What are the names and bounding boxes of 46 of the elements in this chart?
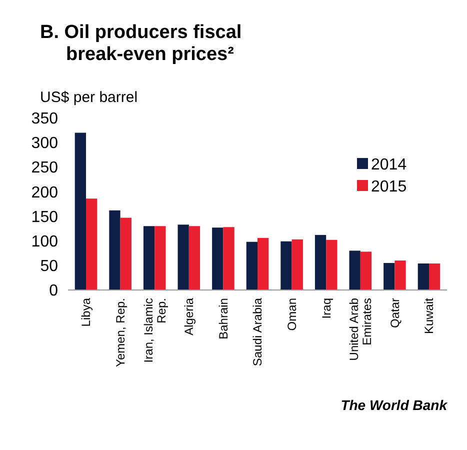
bar bbox=[223, 227, 234, 290]
x-tick-label: Kuwait bbox=[422, 297, 436, 334]
text: The World Bank bbox=[340, 397, 448, 413]
x-tick-label: Oman bbox=[285, 298, 299, 331]
x-tick-label: Iraq bbox=[319, 298, 334, 319]
y-tick-label: 150 bbox=[31, 208, 58, 226]
bar bbox=[154, 226, 166, 290]
bar bbox=[212, 228, 224, 290]
x-tick-label: Yemen, Rep. bbox=[114, 298, 128, 367]
x-tick-label: Qatar bbox=[388, 298, 402, 328]
x-tick-label: Algeria bbox=[182, 298, 196, 336]
y-tick-label: 50 bbox=[40, 258, 58, 276]
bar bbox=[188, 226, 200, 290]
bar bbox=[326, 240, 338, 290]
bar bbox=[292, 239, 303, 290]
legend-label: 2014 bbox=[371, 156, 407, 174]
bar bbox=[258, 238, 269, 290]
y-tick-label: 0 bbox=[49, 282, 58, 300]
y-axis-title: US$ per barrel bbox=[40, 89, 138, 106]
bar bbox=[246, 242, 258, 290]
bar bbox=[314, 234, 326, 290]
bar bbox=[86, 198, 98, 290]
bar bbox=[360, 252, 372, 290]
y-tick-label: 100 bbox=[31, 233, 58, 250]
bar bbox=[418, 263, 429, 290]
x-tick-label: Libya bbox=[79, 298, 94, 327]
y-tick-label: 300 bbox=[31, 135, 58, 152]
x-tick-label: Bahrain bbox=[216, 298, 230, 340]
bar bbox=[384, 262, 395, 290]
bar bbox=[349, 250, 360, 290]
bar bbox=[143, 226, 155, 290]
legend-label: 2015 bbox=[371, 178, 407, 196]
bar bbox=[120, 218, 132, 290]
x-tick-label: United Arab Emirates bbox=[347, 298, 374, 361]
y-tick-label: 200 bbox=[31, 184, 58, 202]
bar bbox=[109, 210, 120, 290]
chart-title: B. Oil producers fiscal break-even prices² bbox=[40, 22, 242, 65]
x-tick-label: Saudi Arabia bbox=[250, 298, 265, 366]
bar bbox=[280, 241, 292, 290]
bar bbox=[428, 263, 440, 290]
y-tick-label: 350 bbox=[31, 110, 58, 128]
bar bbox=[178, 224, 189, 290]
x-tick-label: Iran, Islamic Rep. bbox=[141, 298, 168, 363]
bar bbox=[74, 132, 86, 290]
bar bbox=[394, 260, 406, 290]
y-tick-label: 250 bbox=[31, 160, 58, 177]
